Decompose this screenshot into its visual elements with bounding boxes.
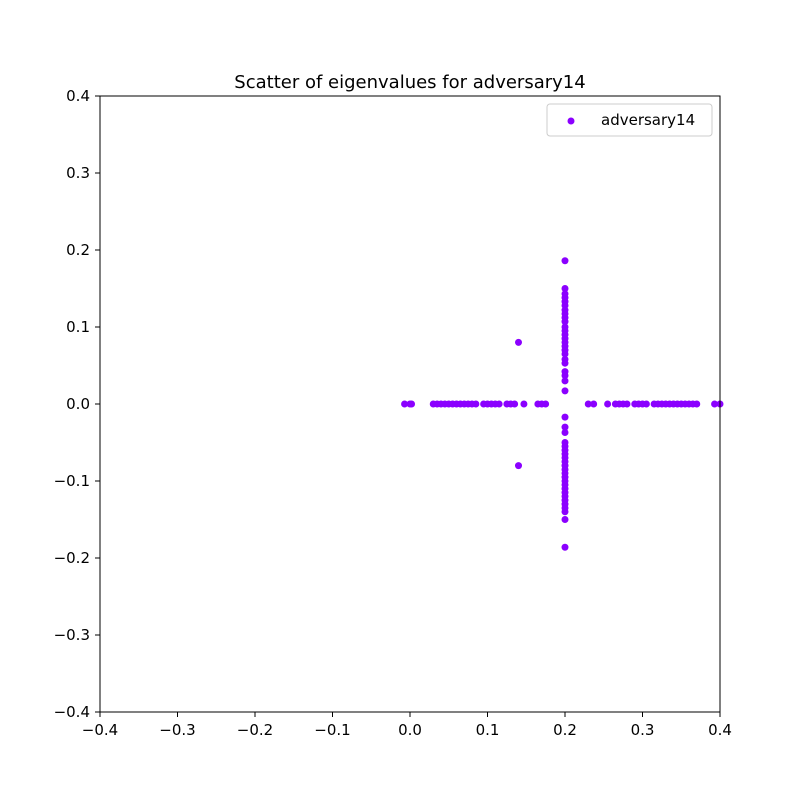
data-point — [401, 400, 409, 408]
data-point — [642, 400, 650, 408]
data-point — [561, 428, 569, 436]
x-tick-label: 0.0 — [398, 721, 422, 739]
data-point — [408, 400, 416, 408]
y-axis: −0.4 −0.3 −0.2 −0.1 0.0 0.1 0.2 0.3 0.4 — [54, 87, 100, 721]
data-point — [604, 400, 612, 408]
data-points — [401, 257, 724, 551]
x-tick-label: 0.1 — [476, 721, 500, 739]
data-point — [623, 400, 631, 408]
x-axis: −0.4 −0.3 −0.2 −0.1 0.0 0.1 0.2 0.3 0.4 — [82, 712, 732, 739]
data-point — [561, 359, 569, 367]
data-point — [542, 400, 550, 408]
x-tick-label: 0.3 — [631, 721, 655, 739]
data-point — [561, 285, 569, 292]
data-point — [561, 543, 569, 551]
data-point — [590, 400, 598, 408]
y-tick-label: 0.2 — [66, 241, 90, 259]
data-point — [520, 400, 528, 408]
data-point — [472, 400, 480, 408]
data-point — [561, 350, 569, 358]
y-tick-label: −0.1 — [54, 472, 90, 490]
y-tick-label: 0.0 — [66, 395, 90, 413]
x-tick-label: −0.4 — [82, 721, 118, 739]
legend-box — [546, 103, 713, 137]
legend-marker-adversary14 — [567, 117, 575, 125]
data-point — [561, 257, 569, 265]
x-tick-label: −0.2 — [237, 721, 273, 739]
data-point — [561, 423, 569, 431]
x-tick-label: −0.1 — [314, 721, 350, 739]
data-point — [584, 400, 592, 408]
data-point — [515, 338, 522, 346]
x-tick-label: 0.2 — [553, 721, 577, 739]
x-tick-label: −0.3 — [159, 721, 195, 739]
data-point — [693, 400, 701, 408]
data-point — [561, 413, 569, 421]
data-point — [561, 372, 569, 380]
y-tick-label: 0.4 — [66, 87, 90, 105]
data-point — [515, 462, 522, 470]
legend-label-adversary14: adversary14 — [601, 111, 695, 129]
y-tick-label: 0.1 — [66, 318, 90, 336]
data-point — [561, 516, 569, 523]
data-point — [511, 400, 519, 408]
data-point — [561, 387, 569, 395]
chart-title: Scatter of eigenvalues for adversary14 — [234, 72, 585, 93]
y-tick-label: −0.2 — [54, 549, 90, 567]
data-point — [561, 318, 569, 326]
legend: adversary14 — [546, 103, 713, 137]
data-point — [561, 377, 569, 385]
x-tick-label: 0.4 — [708, 721, 732, 739]
data-point — [495, 400, 503, 408]
y-tick-label: −0.3 — [54, 626, 90, 644]
y-tick-label: −0.4 — [54, 703, 90, 721]
data-point — [711, 400, 719, 408]
data-point — [561, 508, 569, 516]
y-tick-label: 0.3 — [66, 164, 90, 182]
